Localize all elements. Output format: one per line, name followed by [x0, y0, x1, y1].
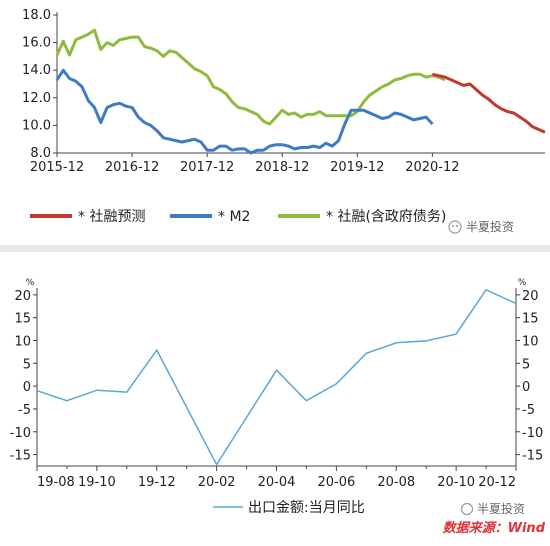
watermark-bottom: 半夏投资: [460, 501, 525, 516]
bottom-y-tick-label-left: -15: [10, 449, 31, 464]
top-x-tick-label: 2019-12: [330, 160, 384, 175]
left-unit-label: %: [26, 278, 35, 288]
top-y-tick-label: 18.0: [22, 8, 51, 23]
top-y-tick-label: 10.0: [22, 118, 51, 133]
top-legend-label: * M2: [218, 209, 250, 225]
bottom-x-tick-label: 20-08: [377, 475, 415, 490]
top-x-tick-label: 2018-12: [255, 160, 309, 175]
top-legend-label: * 社融预测: [78, 209, 145, 225]
wechat-icon-eye: [456, 225, 458, 227]
bottom-y-tick-label-left: 20: [14, 289, 31, 304]
bottom-y-ticks: -15 -15 -10 -10 -5 -5 0 0 5 5 10 10 15 15 20 20: [10, 289, 543, 464]
top-series-line-1: [55, 68, 434, 155]
top-y-ticks: 8.0 10.0 12.0 14.0 16.0 18.0: [22, 8, 57, 161]
top-x-tick-label: 2017-12: [180, 160, 234, 175]
bottom-legend-label: 出口金额:当月同比: [248, 500, 365, 516]
watermark-top: 半夏投资: [448, 219, 514, 234]
wechat-icon: [448, 220, 462, 234]
top-series: [55, 28, 546, 155]
bottom-y-tick-label-right: 20: [522, 289, 539, 304]
top-y-tick-label: 12.0: [22, 91, 51, 106]
bottom-x-tick-label: 19-08: [37, 475, 75, 490]
top-x-tick-label: 2015-12: [30, 160, 84, 175]
bottom-y-tick-label-right: -15: [522, 449, 543, 464]
bottom-y-tick-label-right: 0: [522, 380, 530, 395]
bottom-x-tick-label: 20-10: [437, 475, 475, 490]
top-x-ticks: 2015-12 2016-12 2017-12 2018-12 2019-12 2020-…: [30, 153, 460, 175]
top-series-line-0: [432, 72, 546, 134]
bottom-y-tick-label-right: 15: [522, 312, 539, 327]
bottom-y-tick-label-left: 15: [14, 312, 31, 327]
top-x-tick-label: 2020-12: [405, 160, 459, 175]
bottom-y-tick-label-left: 0: [23, 380, 31, 395]
top-series-line-2: [55, 28, 446, 126]
top-chart: 8.010.012.014.016.018.0 2015-12 2016-12 20…: [22, 8, 546, 234]
bottom-x-tick-label: 20-06: [317, 475, 355, 490]
bottom-series: [36, 288, 517, 467]
top-legend-label: * 社融(含政府债务): [326, 209, 446, 225]
bottom-y-tick-label-left: -5: [18, 403, 31, 418]
top-legend: * 社融预测 * M2 * 社融(含政府债务): [30, 209, 446, 225]
right-unit-label: %: [518, 278, 527, 288]
wechat-icon: [460, 502, 474, 516]
section-divider: [0, 245, 550, 252]
top-y-tick-label: 14.0: [22, 63, 51, 78]
bottom-x-tick-label: 19-10: [78, 475, 116, 490]
bottom-legend: 出口金额:当月同比: [213, 500, 365, 516]
bottom-y-tick-label-left: 10: [14, 334, 31, 349]
bottom-y-tick-label-right: 5: [522, 357, 530, 372]
bottom-x-tick-label: 19-12: [138, 475, 176, 490]
bottom-y-tick-label-left: 5: [23, 357, 31, 372]
bottom-x-ticks: 19-08 19-10 19-12 20-02 20-04 20-06 20-08 20-10…: [36, 466, 517, 490]
top-x-tick-label: 2016-12: [105, 160, 159, 175]
bottom-chart: % % -15 -15 -10 -10 -5 -5 0 0 5 5 10 10 15 15 20 20 19-…: [10, 278, 546, 536]
bottom-x-tick-label: 20-04: [258, 475, 296, 490]
watermark-bottom-text: 半夏投资: [477, 501, 525, 516]
bottom-y-tick-label-left: -10: [10, 426, 31, 441]
bottom-x-tick-label: 20-12: [478, 475, 516, 490]
bottom-series-line: [36, 288, 517, 467]
watermark-top-text: 半夏投资: [466, 219, 514, 234]
bottom-y-tick-label-right: -5: [522, 403, 535, 418]
source-label: 数据来源：Wind: [443, 520, 546, 536]
wechat-icon-eye: [452, 225, 454, 227]
top-y-tick-label: 8.0: [30, 146, 51, 161]
bottom-y-tick-label-right: 10: [522, 334, 539, 349]
bottom-y-tick-label-right: -10: [522, 426, 543, 441]
bottom-x-tick-label: 20-02: [198, 475, 236, 490]
top-y-tick-label: 16.0: [22, 36, 51, 51]
